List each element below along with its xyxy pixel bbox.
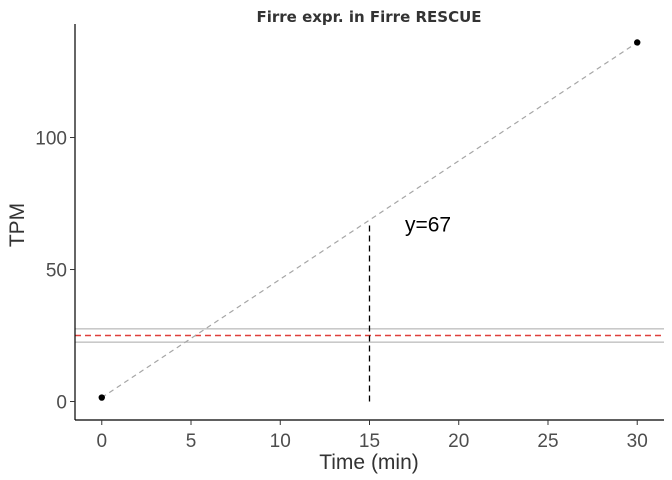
fit-line-group <box>101 41 638 399</box>
y-tick-label-100: 100 <box>35 129 67 150</box>
fit-line <box>101 41 638 399</box>
y-axis-title: TPM <box>6 203 29 247</box>
x-tick-label-0: 0 <box>96 431 107 452</box>
y-axis-ticks: 0 50 100 <box>35 129 75 414</box>
x-tick-label-20: 20 <box>448 431 469 452</box>
x-tick-label-10: 10 <box>270 431 291 452</box>
data-points <box>98 39 641 401</box>
x-tick-label-5: 5 <box>186 431 197 452</box>
y-tick-label-50: 50 <box>46 261 67 282</box>
x-tick-label-25: 25 <box>537 431 558 452</box>
data-point-1 <box>634 39 641 46</box>
x-tick-label-15: 15 <box>359 431 380 452</box>
chart-title: Firre expr. in Firre RESCUE <box>257 8 482 26</box>
annotation-label: y=67 <box>405 214 451 237</box>
x-axis-ticks: 0 5 10 15 20 25 30 <box>96 420 648 452</box>
x-tick-label-30: 30 <box>627 431 648 452</box>
x-axis-title: Time (min) <box>319 451 419 474</box>
y-tick-label-0: 0 <box>56 393 67 414</box>
data-point-0 <box>98 394 105 401</box>
